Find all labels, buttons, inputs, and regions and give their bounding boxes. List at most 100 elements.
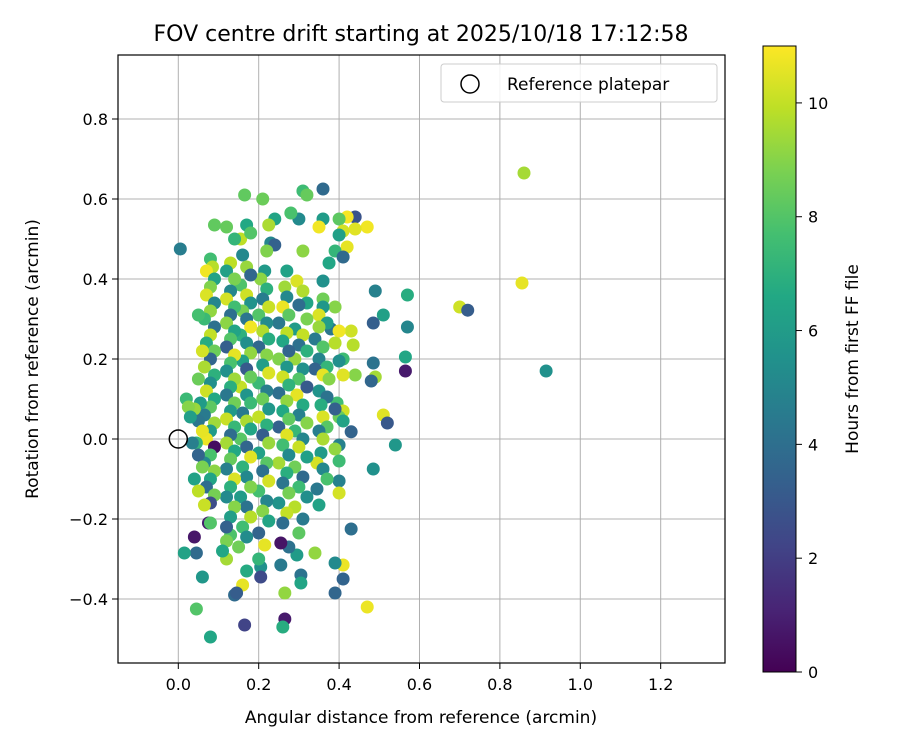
data-point: [254, 570, 268, 584]
data-point: [244, 450, 258, 464]
data-point: [244, 268, 258, 282]
data-point: [232, 540, 246, 554]
data-point: [312, 308, 326, 322]
data-point: [191, 308, 205, 322]
colorbar-tick-label: 10: [808, 94, 828, 113]
data-point: [220, 340, 234, 354]
data-point: [238, 188, 252, 202]
data-point: [292, 372, 306, 386]
data-point: [260, 244, 274, 258]
data-point: [296, 244, 310, 258]
data-point: [332, 324, 346, 338]
data-point: [254, 272, 268, 286]
data-point: [244, 370, 258, 384]
data-point: [207, 218, 221, 232]
data-point: [539, 364, 553, 378]
data-point: [292, 526, 306, 540]
data-point: [244, 346, 258, 360]
data-point: [366, 356, 380, 370]
data-point: [292, 408, 306, 422]
legend-box: [440, 63, 718, 103]
x-tick-label: 1.2: [648, 675, 673, 694]
data-point: [260, 282, 274, 296]
data-point: [300, 344, 314, 358]
colorbar-tick-label: 2: [808, 549, 818, 568]
data-point: [220, 462, 234, 476]
data-point: [199, 384, 213, 398]
data-point: [244, 396, 258, 410]
data-point: [262, 332, 276, 346]
data-point: [195, 344, 209, 358]
data-point: [280, 264, 294, 278]
data-point: [300, 188, 314, 202]
data-point: [398, 364, 412, 378]
y-tick-label: −0.4: [69, 590, 108, 609]
x-tick-label: 0.6: [407, 675, 432, 694]
data-point: [189, 602, 203, 616]
data-point: [296, 512, 310, 526]
data-point: [280, 360, 294, 374]
data-point: [314, 446, 328, 460]
data-point: [256, 192, 270, 206]
data-point: [294, 576, 308, 590]
data-point: [300, 380, 314, 394]
data-point: [344, 425, 358, 439]
data-point: [348, 368, 362, 382]
data-point: [216, 544, 230, 558]
data-point: [203, 516, 217, 530]
data-point: [364, 374, 378, 388]
data-point: [224, 510, 238, 524]
data-point: [312, 220, 326, 234]
data-point: [272, 496, 286, 510]
data-point: [316, 274, 330, 288]
data-point: [310, 482, 324, 496]
data-point: [312, 320, 326, 334]
data-point: [328, 300, 342, 314]
data-point: [278, 586, 292, 600]
data-point: [344, 324, 358, 338]
data-point: [272, 456, 286, 470]
data-point: [272, 316, 286, 330]
data-point: [292, 480, 306, 494]
data-point: [322, 256, 336, 270]
data-point: [282, 412, 296, 426]
data-point: [244, 510, 258, 524]
y-tick-label: 0.0: [83, 430, 108, 449]
data-point: [244, 226, 258, 240]
data-point: [244, 296, 258, 310]
data-point: [316, 462, 330, 476]
data-point: [366, 316, 380, 330]
data-point: [328, 442, 342, 456]
colorbar-tick-label: 4: [808, 435, 818, 454]
data-point: [276, 516, 290, 530]
data-point: [191, 372, 205, 386]
data-point: [296, 328, 310, 342]
data-point: [173, 242, 187, 256]
data-point: [316, 432, 330, 446]
data-point: [300, 416, 314, 430]
data-point: [300, 490, 314, 504]
data-point: [276, 476, 290, 490]
data-point: [260, 494, 274, 508]
data-point: [260, 418, 274, 432]
x-axis-ticks: 0.0 0.2 0.4 0.6 0.8 1.0 1.2: [166, 663, 673, 694]
data-point: [260, 348, 274, 362]
data-point: [336, 250, 350, 264]
data-point: [262, 514, 276, 528]
data-point: [360, 600, 374, 614]
data-point: [314, 398, 328, 412]
data-point: [240, 470, 254, 484]
y-axis-ticks: −0.4 −0.2 0.0 0.2 0.4 0.6 0.8: [69, 110, 118, 609]
data-points: [173, 166, 553, 644]
data-point: [312, 498, 326, 512]
colorbar-ticks: 0 2 4 6 8 10: [796, 94, 828, 682]
data-point: [220, 436, 234, 450]
colorbar-tick-label: 0: [808, 663, 818, 682]
data-point: [220, 364, 234, 378]
data-point: [244, 480, 258, 494]
data-point: [234, 490, 248, 504]
data-point: [360, 220, 374, 234]
data-point: [262, 366, 276, 380]
data-point: [220, 412, 234, 426]
data-point: [240, 500, 254, 514]
